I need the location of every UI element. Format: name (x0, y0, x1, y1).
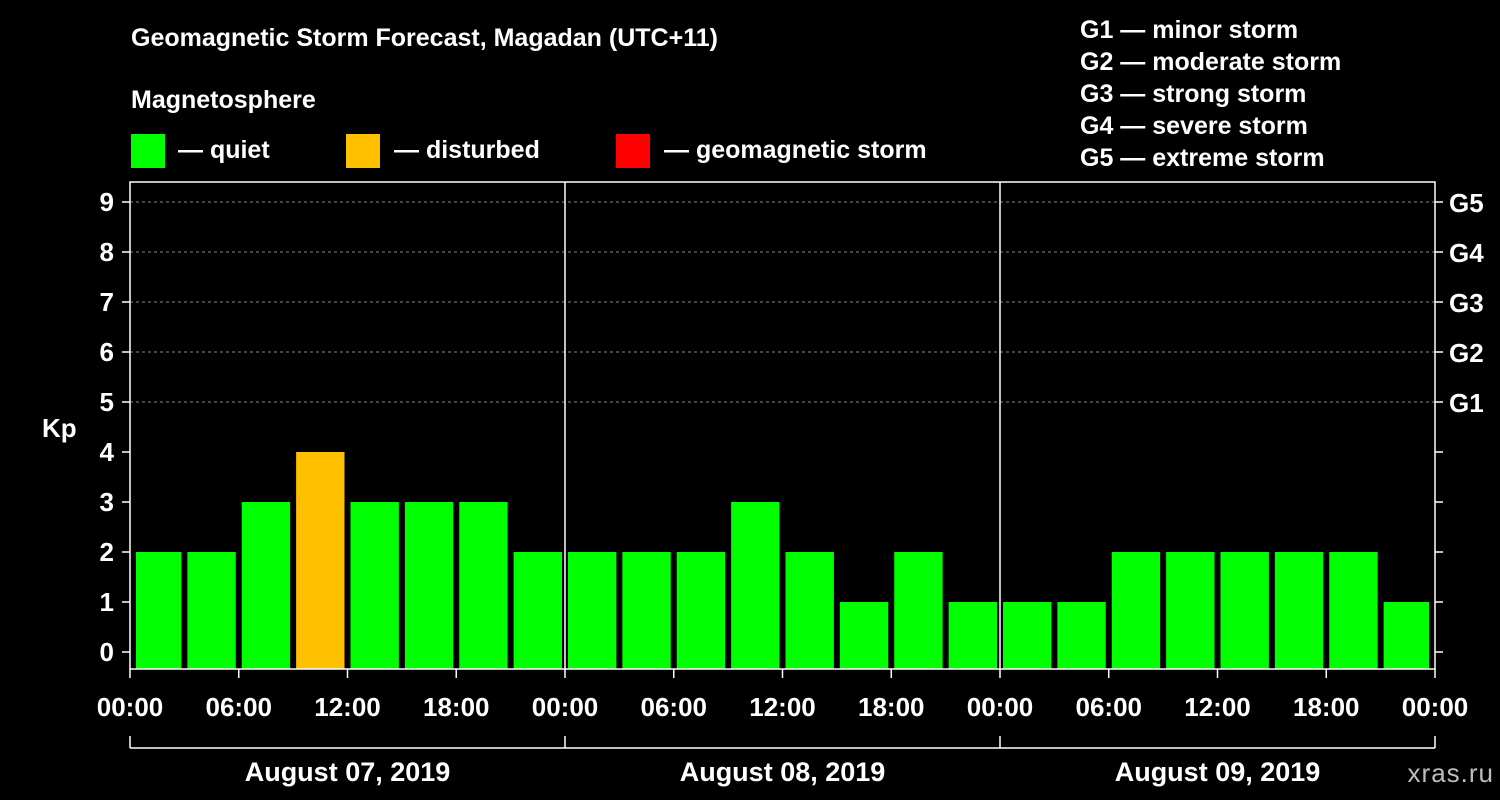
kp-bar (1003, 602, 1052, 669)
scale-g3: G3 — strong storm (1080, 80, 1307, 108)
x-tick-label: 00:00 (97, 692, 164, 722)
kp-bar (1111, 552, 1161, 669)
x-tick-label: 18:00 (1293, 692, 1360, 722)
kp-bar (894, 552, 943, 669)
kp-bar (241, 502, 291, 669)
y-tick-label: 0 (100, 637, 114, 667)
scale-g4: G4 — severe storm (1080, 112, 1308, 140)
kp-bar (404, 502, 454, 669)
y-tick-label: 8 (100, 237, 114, 267)
kp-bar (948, 602, 997, 669)
x-tick-label: 06:00 (206, 692, 273, 722)
y-axis-label: Kp (42, 413, 77, 443)
kp-bar (187, 552, 236, 669)
x-tick-label: 00:00 (532, 692, 599, 722)
x-tick-label: 12:00 (749, 692, 816, 722)
y-tick-label: 9 (100, 187, 114, 217)
x-tick-label: 12:00 (1184, 692, 1251, 722)
kp-bar (1329, 552, 1378, 669)
scale-g1: G1 — minor storm (1080, 16, 1299, 44)
storm-level-label: G5 (1449, 188, 1484, 218)
y-tick-label: 5 (100, 387, 114, 417)
day-label: August 08, 2019 (680, 757, 886, 787)
disturbed-label: — disturbed (394, 136, 540, 164)
x-tick-label: 06:00 (641, 692, 708, 722)
quiet-label: — quiet (178, 136, 270, 164)
x-tick-label: 18:00 (858, 692, 925, 722)
storm-level-label: G2 (1449, 338, 1484, 368)
storm-level-label: G3 (1449, 288, 1484, 318)
kp-bar (622, 552, 671, 669)
day-label: August 07, 2019 (245, 757, 451, 787)
kp-bar (459, 502, 508, 669)
y-tick-label: 6 (100, 337, 114, 367)
kp-bar (731, 502, 780, 669)
y-tick-label: 2 (100, 537, 114, 567)
kp-bar (1166, 552, 1215, 669)
kp-bar (1220, 552, 1269, 669)
day-label: August 09, 2019 (1115, 757, 1321, 787)
storm-swatch (616, 134, 650, 168)
x-tick-label: 00:00 (967, 692, 1034, 722)
chart-title: Geomagnetic Storm Forecast, Magadan (UTC… (131, 24, 718, 52)
kp-bar (676, 552, 726, 669)
disturbed-swatch (346, 134, 380, 168)
y-tick-label: 1 (100, 587, 114, 617)
x-tick-label: 00:00 (1402, 692, 1469, 722)
kp-bar (296, 452, 345, 669)
y-tick-label: 7 (100, 287, 114, 317)
kp-bar (350, 502, 399, 669)
kp-bar (1057, 602, 1106, 669)
storm-level-label: G4 (1449, 238, 1484, 268)
quiet-swatch (131, 134, 165, 168)
legend-heading: Magnetosphere (131, 86, 316, 114)
x-tick-label: 18:00 (423, 692, 490, 722)
kp-bar (513, 552, 562, 669)
kp-bar (1274, 552, 1324, 669)
x-tick-label: 06:00 (1076, 692, 1143, 722)
x-tick-label: 12:00 (314, 692, 381, 722)
kp-bar (785, 552, 834, 669)
scale-g5: G5 — extreme storm (1080, 144, 1325, 172)
y-tick-label: 4 (100, 437, 115, 467)
storm-level-label: G1 (1449, 388, 1484, 418)
site-credit: xras.ru (1407, 758, 1494, 788)
kp-bar (1383, 602, 1429, 669)
kp-bar (839, 602, 889, 669)
storm-label: — geomagnetic storm (664, 136, 927, 164)
y-tick-label: 3 (100, 487, 114, 517)
kp-bar (568, 552, 617, 669)
scale-g2: G2 — moderate storm (1080, 48, 1342, 76)
kp-bar (136, 552, 182, 669)
